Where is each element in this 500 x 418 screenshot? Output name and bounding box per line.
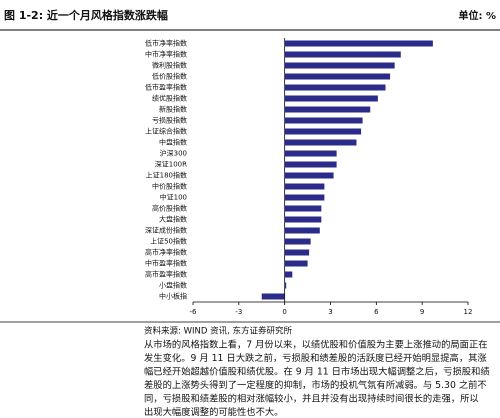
bar [284,62,395,69]
bar [284,282,287,289]
x-tick-label: 9 [420,308,424,316]
paragraph-line: 同，亏损股和绩差股的相对涨幅较小，并且并没有出现持续时间很长的走强，所以 [144,393,479,405]
bar [284,117,363,124]
bar [284,161,337,168]
y-tick-label: 中市盈率指数 [145,259,187,268]
bar [284,128,362,135]
bar [284,249,310,256]
bar [284,216,322,223]
y-tick-label: 新股指数 [159,105,187,114]
y-tick-label: 微利股指数 [152,61,187,70]
paragraph-line: 从市场的风格指数上看，7 月份以来，以绩优股和价值股为主要上涨推动的局面正在 [144,339,488,351]
bar [284,51,401,58]
bar [284,40,433,47]
bar [284,238,311,245]
y-tick-label: 大盘指数 [159,215,187,224]
bar [284,150,337,157]
y-tick-label: 低市盈率指数 [145,83,187,92]
y-tick-label: 深证100R [155,160,187,169]
y-tick-label: 小盘指数 [159,281,187,290]
bar [284,205,322,212]
bar [284,106,371,113]
y-tick-label: 中价股指数 [152,182,187,191]
x-tick-label: 6 [374,308,379,316]
x-tick-label: -6 [190,308,198,316]
paragraph-line: 幅已经开始超越价值股和绩优股。在 9 月 11 日市场出现大幅调整之后，亏损股和… [144,366,490,378]
paragraph-line: 发生变化。9 月 11 日大跌之前，亏损股和绩差股的活跃度已经开始明显提高，其涨 [144,352,487,364]
bar [284,271,293,278]
source: 资料来源: WIND 资讯, 东方证券研究所 [144,326,292,337]
x-tick-label: 0 [282,308,286,316]
y-tick-label: 高市净率指数 [145,248,187,257]
y-tick-label: 上证50指数 [150,237,187,246]
y-tick-label: 中证100 [160,193,187,202]
y-tick-label: 中市净率指数 [145,50,187,59]
y-tick-label: 上证综合指数 [145,127,187,136]
bar [284,84,386,91]
y-tick-label: 亏损股指数 [152,116,187,125]
y-tick-label: 高市盈率指数 [145,270,187,279]
y-tick-label: 低市净率指数 [145,39,187,48]
x-tick-label: 3 [328,308,332,316]
bar [284,172,334,179]
x-tick-label: 12 [464,308,473,316]
y-tick-label: 高价股指数 [152,204,187,213]
y-tick-label: 中盘指数 [159,138,187,147]
y-tick-label: 深证成份指数 [145,226,187,235]
y-tick-label: 上证180指数 [146,171,187,180]
paragraph-line: 出现大幅度调整的可能性也不大。 [144,406,283,418]
bar [284,139,357,146]
paragraph-line: 差股的上涨势头得到了一定程度的抑制，市场的投机气氛有所减弱。与 5.30 之前不 [144,379,487,391]
bar [284,260,308,267]
y-tick-label: 沪深300 [160,149,187,158]
bar [261,293,285,300]
chart-title: 图 1-2: 近一个月风格指数涨跌幅 [4,8,168,22]
y-tick-label: 绩优股指数 [152,94,187,103]
x-tick-label: -3 [235,308,242,316]
bar [284,95,378,102]
y-tick-label: 中小板指 [159,292,187,301]
bar [284,183,325,190]
bar [284,194,325,201]
bar [284,227,320,234]
unit-label: 单位: % [459,9,497,22]
bar [284,73,391,80]
y-tick-label: 低价股指数 [152,72,187,81]
